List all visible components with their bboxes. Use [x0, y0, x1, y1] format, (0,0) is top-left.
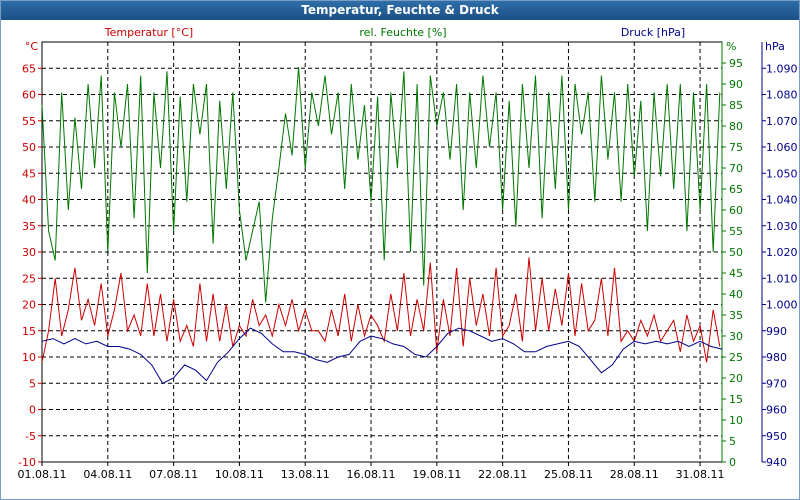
tick-label-humidity: 15: [729, 393, 743, 406]
series-pressure-line: [41, 327, 723, 384]
tick-label-temp: 0: [29, 404, 36, 417]
tick-label-pressure: 1.060: [766, 141, 798, 154]
tick-label-temp: 30: [22, 246, 36, 259]
tick-label-pressure: 1.080: [766, 89, 798, 102]
tick-label-humidity: 75: [729, 141, 743, 154]
axis-unit-humidity: %: [726, 40, 736, 53]
tick-label-humidity: 50: [729, 246, 743, 259]
tick-label-temp: -5: [25, 430, 36, 443]
tick-label-date: 13.08.11: [281, 468, 330, 481]
window-title: Temperatur, Feuchte & Druck: [1, 1, 799, 20]
tick-label-temp: 55: [22, 115, 36, 128]
tick-label-pressure: 1.020: [766, 246, 798, 259]
tick-label-date: 31.08.11: [676, 468, 725, 481]
tick-label-date: 28.08.11: [610, 468, 659, 481]
tick-label-humidity: 90: [729, 78, 743, 91]
legend-humidity: rel. Feuchte [%]: [359, 26, 446, 39]
tick-label-pressure: 990: [766, 325, 787, 338]
tick-label-temp: 10: [22, 351, 36, 364]
tick-label-humidity: 55: [729, 225, 743, 238]
tick-label-pressure: 1.040: [766, 194, 798, 207]
tick-label-temp: 45: [22, 167, 36, 180]
tick-label-humidity: 0: [729, 456, 736, 469]
tick-label-date: 10.08.11: [215, 468, 264, 481]
tick-label-humidity: 35: [729, 309, 743, 322]
tick-label-date: 25.08.11: [544, 468, 593, 481]
legend-pressure: Druck [hPa]: [621, 26, 685, 39]
tick-label-humidity: 30: [729, 330, 743, 343]
tick-label-pressure: 1.000: [766, 299, 798, 312]
tick-label-pressure: 1.050: [766, 167, 798, 180]
tick-label-humidity: 40: [729, 288, 743, 301]
tick-label-humidity: 10: [729, 414, 743, 427]
tick-label-pressure: 980: [766, 351, 787, 364]
tick-label-temp: 5: [29, 377, 36, 390]
tick-label-humidity: 70: [729, 162, 743, 175]
axis-unit-temp: °C: [25, 40, 39, 53]
tick-label-humidity: 60: [729, 204, 743, 217]
series-temperature-line: [41, 257, 721, 363]
tick-label-temp: 25: [22, 272, 36, 285]
tick-label-pressure: 1.070: [766, 115, 798, 128]
tick-label-date: 01.08.11: [18, 468, 67, 481]
tick-label-humidity: 85: [729, 99, 743, 112]
axis-unit-pressure: hPa: [765, 40, 785, 53]
tick-label-temp: -10: [18, 456, 36, 469]
tick-label-date: 19.08.11: [412, 468, 461, 481]
tick-label-date: 07.08.11: [149, 468, 198, 481]
tick-label-temp: 50: [22, 141, 36, 154]
tick-label-pressure: 960: [766, 404, 787, 417]
tick-label-pressure: 970: [766, 377, 787, 390]
tick-label-pressure: 1.030: [766, 220, 798, 233]
tick-label-date: 04.08.11: [83, 468, 132, 481]
tick-label-pressure: 940: [766, 456, 787, 469]
tick-label-humidity: 45: [729, 267, 743, 280]
tick-label-pressure: 1.090: [766, 62, 798, 75]
tick-label-pressure: 950: [766, 430, 787, 443]
tick-label-date: 16.08.11: [347, 468, 396, 481]
series-humidity-line: [41, 67, 721, 303]
tick-label-date: 22.08.11: [478, 468, 527, 481]
legend-temperature: Temperatur [°C]: [104, 26, 193, 39]
tick-label-temp: 65: [22, 62, 36, 75]
tick-label-temp: 20: [22, 299, 36, 312]
tick-label-humidity: 80: [729, 120, 743, 133]
tick-label-temp: 35: [22, 220, 36, 233]
tick-label-temp: 15: [22, 325, 36, 338]
tick-label-temp: 60: [22, 89, 36, 102]
tick-label-temp: 40: [22, 194, 36, 207]
tick-label-humidity: 95: [729, 57, 743, 70]
tick-label-humidity: 65: [729, 183, 743, 196]
tick-label-pressure: 1.010: [766, 272, 798, 285]
tick-label-humidity: 20: [729, 372, 743, 385]
tick-label-humidity: 25: [729, 351, 743, 364]
tick-label-humidity: 5: [729, 435, 736, 448]
